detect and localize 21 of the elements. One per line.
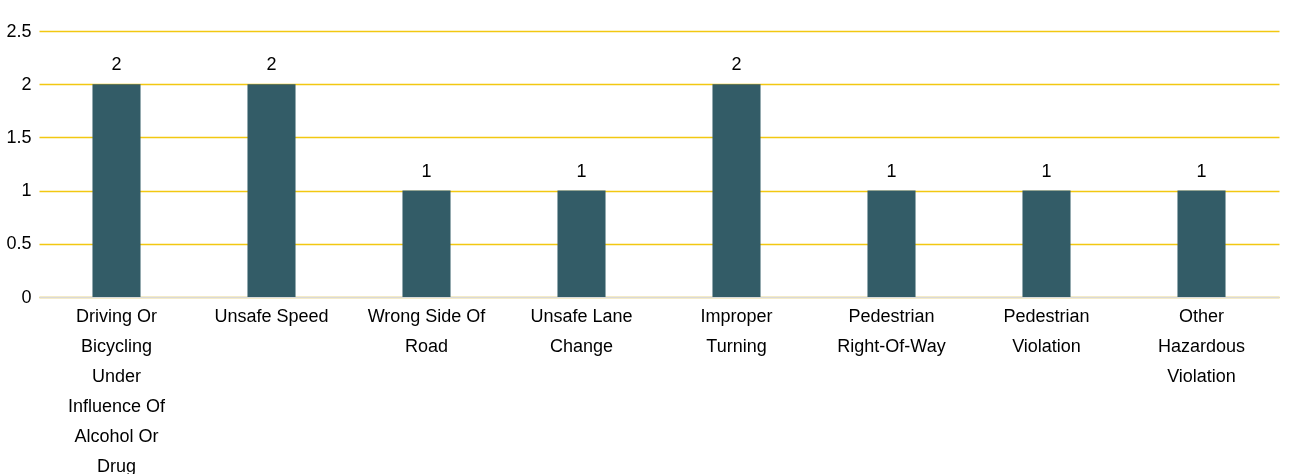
x-tick-label: Improper Turning (700, 305, 773, 356)
data-label: 1 (1041, 160, 1052, 181)
data-label: 1 (576, 160, 587, 181)
data-label: 1 (1196, 160, 1207, 181)
data-label: 2 (266, 54, 277, 75)
x-tick-label: Unsafe Lane Change (530, 305, 633, 356)
y-tick-label: 2.5 (6, 20, 32, 41)
x-tick-label: Wrong Side Of Road (367, 305, 487, 356)
x-tick-label: Pedestrian Violation (1003, 305, 1090, 356)
x-tick-label: Other Hazardous Violation (1157, 305, 1246, 386)
y-tick-label: 1 (21, 180, 32, 201)
y-tick-label: 0.5 (6, 233, 32, 254)
data-label: 2 (731, 54, 742, 75)
y-tick-label: 0 (21, 286, 32, 307)
data-label: 1 (421, 160, 432, 181)
data-label: 2 (111, 54, 122, 75)
y-tick-label: 1.5 (6, 126, 32, 147)
x-tick-label: Unsafe Speed (214, 305, 329, 326)
x-tick-label: Pedestrian Right-Of-Way (837, 305, 946, 356)
y-tick-label: 2 (21, 73, 32, 94)
data-label: 1 (886, 160, 897, 181)
